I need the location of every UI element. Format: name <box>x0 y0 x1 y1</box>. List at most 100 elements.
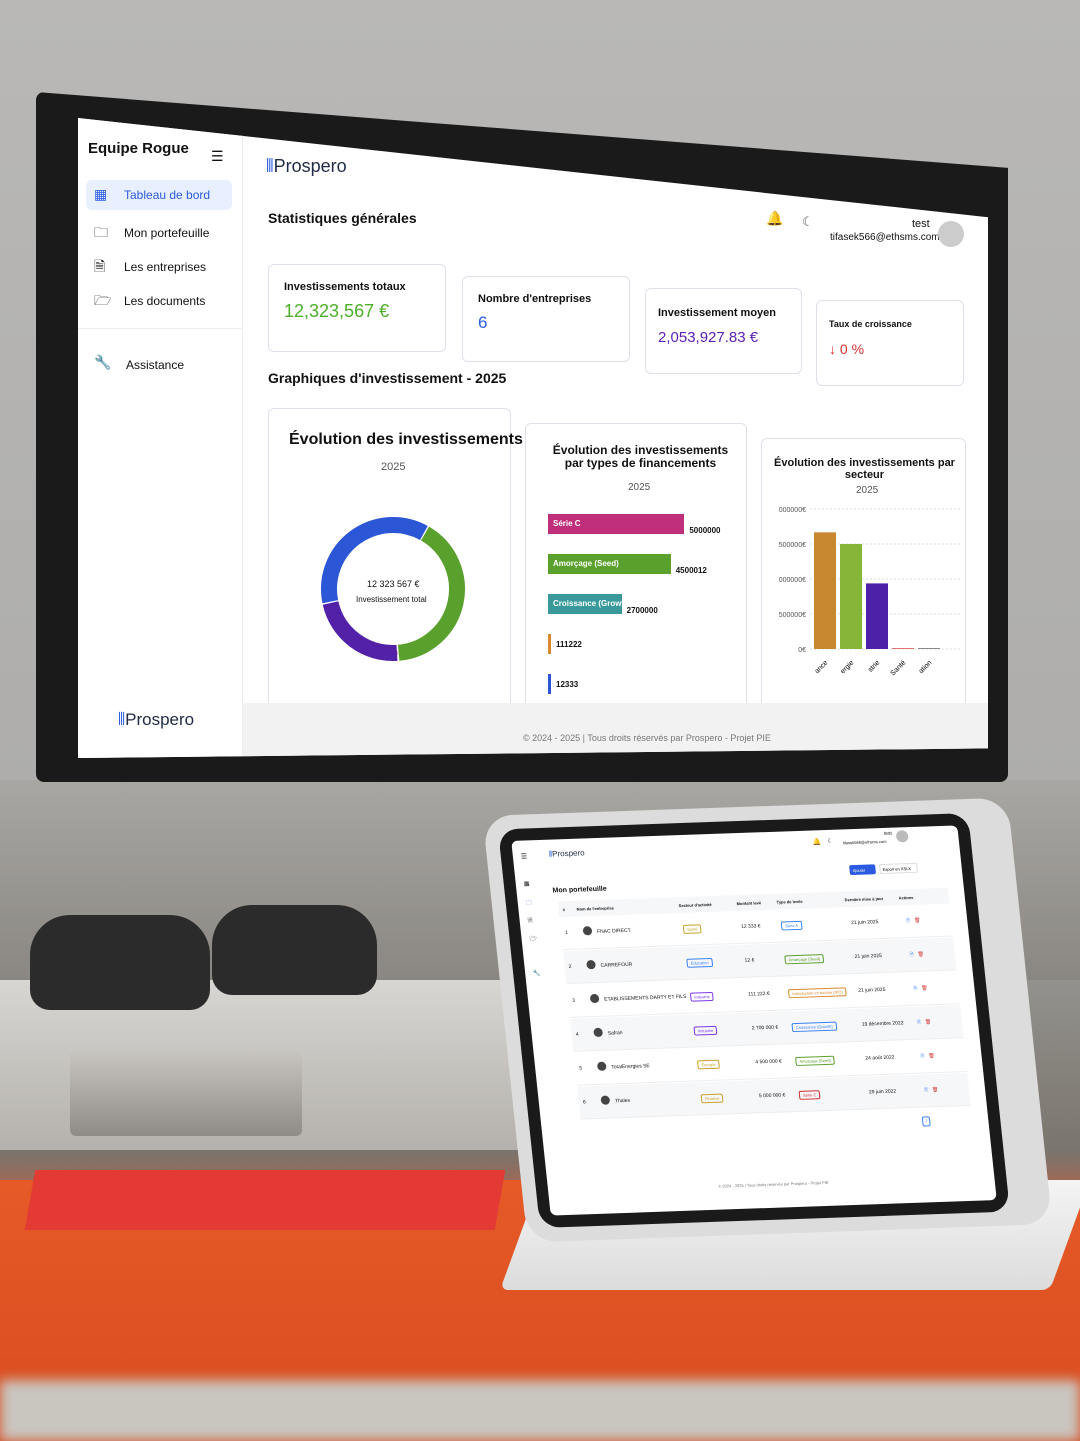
user-name: test <box>912 218 930 230</box>
chart-subtitle: 2025 <box>628 482 651 493</box>
sector-badge: Industrie <box>689 991 715 1002</box>
funding-type-badge: Amorçage (Seed) <box>794 1055 836 1067</box>
x-tick-label: strie <box>867 659 881 673</box>
export-button[interactable]: Export en XSLX <box>879 862 919 875</box>
menu-collapse-icon[interactable]: ☰ <box>211 148 224 164</box>
donut-slice[interactable] <box>397 526 465 661</box>
y-tick-label: 0€ <box>798 647 806 654</box>
edit-icon[interactable]: 🗎 <box>909 951 915 959</box>
bar[interactable]: Série C <box>548 514 685 534</box>
bar[interactable] <box>866 583 888 649</box>
amount: 2 700 000 € <box>751 1024 779 1032</box>
menu-icon[interactable]: ☰ <box>520 853 528 861</box>
nav-item-dashboard[interactable]: ▦ Tableau de bord <box>86 180 232 210</box>
bell-icon[interactable]: 🔔 <box>766 210 784 226</box>
nav-item-documents[interactable]: 🗁 Les documents <box>86 286 232 314</box>
stat-value: 2,053,927.83 € <box>658 329 759 346</box>
amount: 5 000 000 € <box>758 1092 786 1100</box>
bar[interactable] <box>548 634 552 654</box>
nav-item-portfolio[interactable]: 🗀 Mon portefeuille <box>86 218 232 246</box>
bar[interactable] <box>840 543 862 649</box>
edit-icon[interactable]: 🗎 <box>920 1053 925 1060</box>
bar-value-label: 111222 <box>556 640 582 649</box>
nav-label: Assistance <box>126 358 185 372</box>
chart-card-donut: Évolution des investissements 2025 12 32… <box>268 408 523 708</box>
amount: 111 222 € <box>747 990 771 998</box>
bar[interactable]: Croissance (Growth) <box>548 594 632 614</box>
sidebar-grid-icon[interactable]: ▦ <box>523 881 530 888</box>
avatar[interactable] <box>938 221 964 247</box>
donut-slice[interactable] <box>321 517 428 604</box>
sector-badge: Éducation <box>686 957 714 968</box>
sector-badge: Santé <box>682 924 703 934</box>
amount: 12 333 € <box>740 923 761 930</box>
column-header[interactable]: # <box>562 907 566 913</box>
last-update: 21 juin 2025 <box>854 953 883 960</box>
company-name: Safran <box>607 1030 623 1037</box>
sidebar-wrench-icon[interactable]: 🔧 <box>533 970 542 978</box>
company-logo <box>589 993 600 1004</box>
nav-item-assistance[interactable]: 🔧 Assistance <box>86 350 232 378</box>
header-logo[interactable]: ⫴Prospero <box>266 156 347 176</box>
bar[interactable] <box>892 648 914 649</box>
delete-icon[interactable]: 🗑 <box>928 1053 936 1060</box>
sidebar-folder-icon[interactable]: 🗀 <box>525 900 533 907</box>
bar-category-label: Série C <box>553 519 581 528</box>
column-header[interactable]: Type de levée <box>776 898 803 905</box>
company-name: ETABLISSEMENTS DARTY ET FILS <box>603 993 687 1003</box>
column-header[interactable]: Montant levé <box>736 900 762 907</box>
nav-item-companies[interactable]: 🗎 Les entreprises <box>86 252 232 280</box>
stat-card-average: Investissement moyen 2,053,927.83 € <box>645 288 802 374</box>
nav-label: Les entreprises <box>124 260 207 274</box>
column-header[interactable]: Secteur d'activité <box>678 901 712 909</box>
footer: © 2024 - 2025 | Tous droits réservés par… <box>243 703 988 758</box>
sidebar-doc-icon[interactable]: 🗎 <box>527 918 533 925</box>
bar-value-label: 4500012 <box>675 566 707 575</box>
chart-subtitle: 2025 <box>381 461 406 473</box>
edit-icon[interactable]: 🗎 <box>905 918 911 925</box>
chart-card-financing: Évolution des investissements par types … <box>525 423 747 708</box>
wrench-icon: 🔧 <box>94 354 112 370</box>
bar-value-label: 2700000 <box>626 606 658 615</box>
red-tablet-on-desk <box>24 1170 506 1230</box>
tablet-screen: ☰ ⫴Prospero 🔔 ☾ test tifasek566@ethsms.c… <box>497 812 1011 1228</box>
edit-icon[interactable]: 🗎 <box>916 1019 922 1026</box>
moon-icon[interactable]: ☾ <box>827 838 834 845</box>
sector-badge: Énergie <box>696 1059 720 1070</box>
avatar[interactable] <box>895 830 909 843</box>
folder-open-icon: 🗁 <box>94 292 112 308</box>
edit-icon[interactable]: 🗎 <box>912 985 918 992</box>
bell-icon[interactable]: 🔔 <box>812 839 822 847</box>
pagination-page[interactable]: 1 <box>921 1116 931 1127</box>
headphones-left <box>30 915 210 1010</box>
bar[interactable] <box>918 648 940 649</box>
delete-icon[interactable]: 🗑 <box>917 951 925 958</box>
column-header[interactable]: Dernière mise à jour <box>844 895 884 903</box>
column-header[interactable]: Nom de l'entreprise <box>576 905 615 912</box>
bar-category-label: Croissance (Growth) <box>553 599 632 608</box>
edit-icon[interactable]: 🗎 <box>923 1087 929 1094</box>
user-email: tifasek566@ethsms.com <box>830 232 940 243</box>
divider <box>78 328 243 329</box>
add-button[interactable]: Ajouter <box>849 864 877 876</box>
page-title: Mon portefeuille <box>552 885 608 895</box>
last-update: 21 juin 2025 <box>850 919 879 927</box>
row-number: 4 <box>575 1031 579 1038</box>
delete-icon[interactable]: 🗑 <box>920 985 928 992</box>
donut-slice[interactable] <box>322 600 398 661</box>
delete-icon[interactable]: 🗑 <box>924 1019 932 1026</box>
delete-icon[interactable]: 🗑 <box>931 1087 939 1094</box>
stat-label: Investissement moyen <box>658 307 776 319</box>
moon-icon[interactable]: ☾ <box>802 214 814 229</box>
sidebar-folder-open-icon[interactable]: 🗁 <box>529 936 538 943</box>
logo-icon: ⫴ <box>118 710 126 729</box>
funding-type-badge: Série C <box>798 1090 821 1100</box>
delete-icon[interactable]: 🗑 <box>913 917 921 924</box>
column-header[interactable]: Actions <box>898 894 914 901</box>
sector-badge: Industrie <box>693 1025 718 1036</box>
bar[interactable]: Amorçage (Seed) <box>548 554 671 574</box>
bar[interactable] <box>548 674 551 694</box>
company-name: CARREFOUR <box>600 961 633 969</box>
bar[interactable] <box>814 532 836 649</box>
y-tick-label: 000000€ <box>779 507 806 514</box>
